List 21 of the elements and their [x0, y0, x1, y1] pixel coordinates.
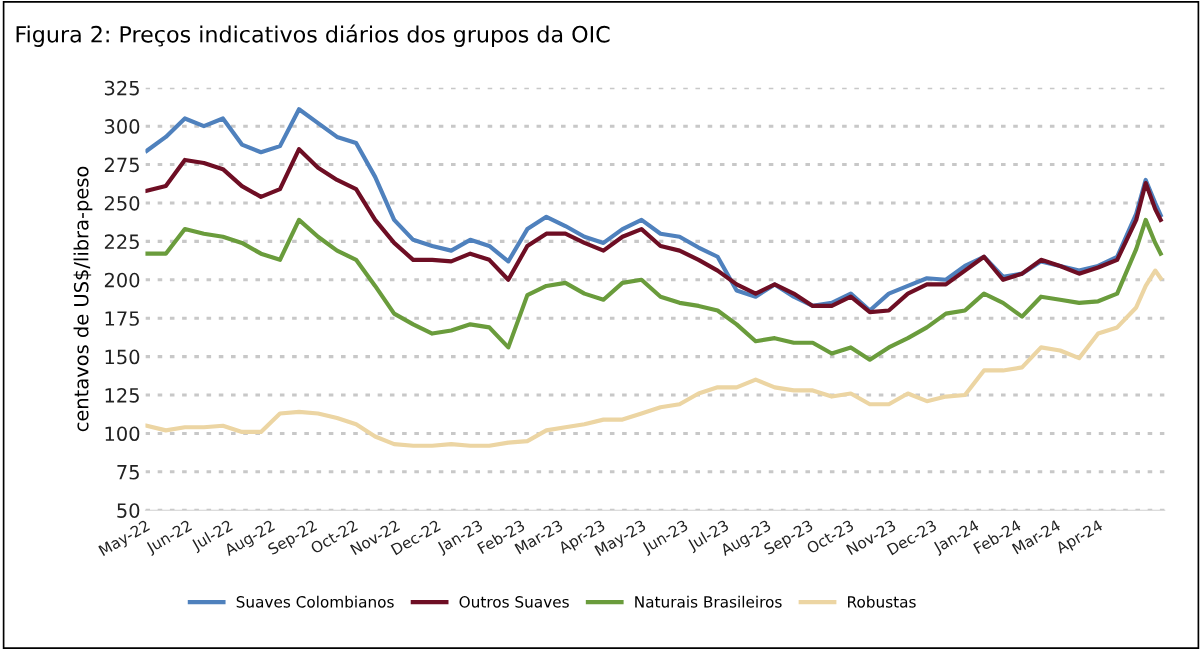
line-series [145, 147, 1163, 315]
y-tick-label: 300 [104, 119, 140, 134]
y-tick-label: 225 [104, 234, 139, 250]
y-tick-label: 75 [117, 465, 139, 480]
line-series [145, 217, 1163, 362]
legend-label: Suaves Colombianos [236, 595, 394, 608]
y-tick-label: 50 [117, 503, 140, 518]
y-tick-label: 275 [104, 157, 139, 173]
y-tick-label: 325 [104, 80, 139, 96]
y-tick-label: 200 [104, 272, 140, 288]
line-series [145, 268, 1163, 448]
y-tick-label: 250 [104, 195, 140, 211]
y-axis-title: centavos de US$/libra-peso [73, 166, 93, 432]
legend-label: Outros Suaves [459, 596, 569, 608]
y-tick-label: 175 [105, 311, 139, 326]
y-tick-label: 125 [105, 387, 139, 403]
legend-label: Robustas [848, 595, 916, 608]
legend-label: Naturais Brasileiros [635, 595, 782, 608]
y-tick-label: 100 [105, 426, 140, 442]
y-tick-label: 150 [105, 349, 140, 365]
chart-title: Figura 2: Preços indicativos diários dos grupos da OIC [16, 24, 610, 47]
